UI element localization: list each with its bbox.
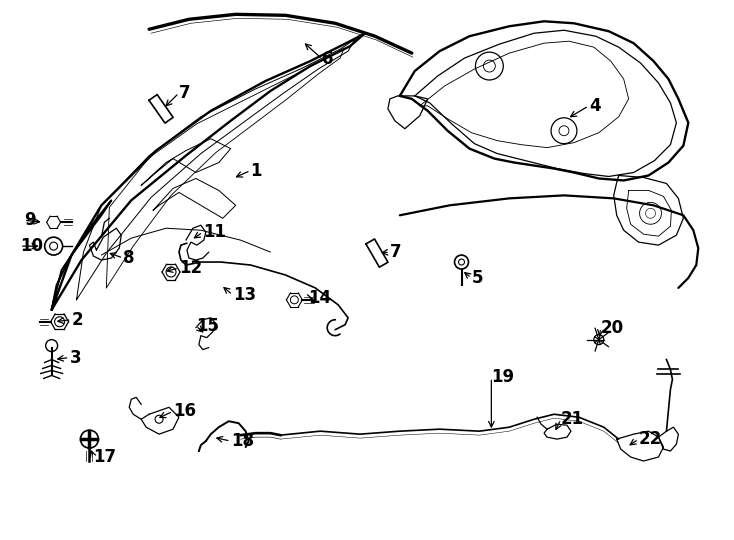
Text: 8: 8	[123, 249, 135, 267]
Text: 9: 9	[23, 211, 35, 230]
Text: 15: 15	[196, 317, 219, 335]
Text: 14: 14	[308, 289, 332, 307]
Text: 22: 22	[639, 430, 662, 448]
Text: 20: 20	[601, 319, 624, 337]
Text: 7: 7	[179, 84, 191, 102]
Text: 5: 5	[471, 269, 483, 287]
Text: 11: 11	[203, 223, 226, 241]
Text: 19: 19	[491, 368, 515, 387]
Text: 16: 16	[173, 402, 196, 420]
Text: 2: 2	[71, 310, 83, 329]
Text: 3: 3	[70, 348, 81, 367]
Text: 17: 17	[93, 448, 117, 466]
Text: 1: 1	[250, 161, 262, 179]
Text: 18: 18	[230, 432, 254, 450]
Text: 6: 6	[322, 50, 334, 68]
Text: 21: 21	[561, 410, 584, 428]
Text: 4: 4	[589, 97, 600, 115]
Text: 13: 13	[233, 286, 256, 304]
Text: 7: 7	[390, 243, 401, 261]
Text: 12: 12	[179, 259, 202, 277]
Text: 10: 10	[20, 237, 43, 255]
